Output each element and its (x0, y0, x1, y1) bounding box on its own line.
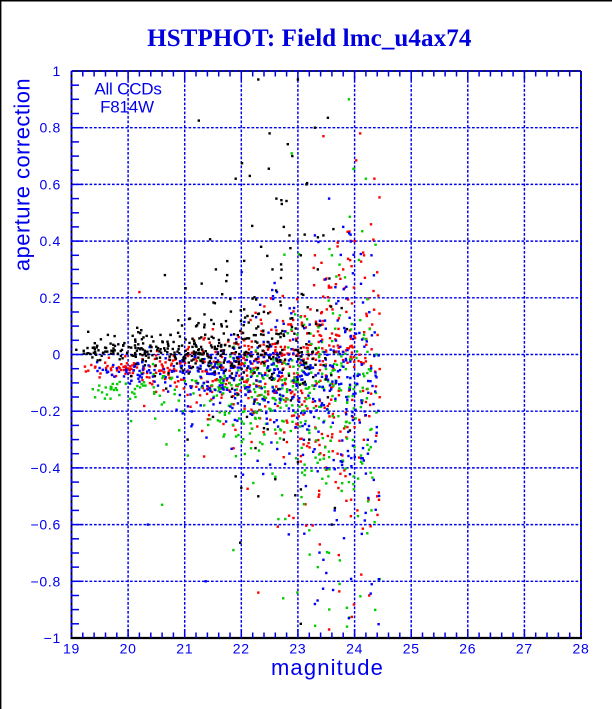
svg-text:24: 24 (346, 641, 363, 657)
svg-text:0: 0 (53, 347, 62, 363)
svg-text:21: 21 (176, 641, 193, 657)
svg-text:F814W: F814W (100, 98, 154, 117)
svg-text:aperture correction: aperture correction (10, 78, 35, 271)
svg-text:1: 1 (53, 63, 62, 79)
svg-text:−1: −1 (44, 630, 61, 646)
svg-text:26: 26 (459, 641, 476, 657)
svg-text:−0.8: −0.8 (31, 573, 61, 589)
svg-text:HSTPHOT: Field lmc_u4ax74: HSTPHOT: Field lmc_u4ax74 (147, 25, 472, 52)
svg-text:23: 23 (289, 641, 306, 657)
svg-text:0.2: 0.2 (39, 290, 61, 306)
svg-text:19: 19 (63, 641, 80, 657)
svg-text:0.6: 0.6 (39, 176, 61, 192)
svg-text:−0.6: −0.6 (31, 517, 61, 533)
svg-text:magnitude: magnitude (271, 655, 384, 680)
svg-text:−0.4: −0.4 (31, 460, 61, 476)
svg-text:22: 22 (233, 641, 250, 657)
svg-text:0.8: 0.8 (39, 120, 61, 136)
svg-text:All CCDs: All CCDs (94, 79, 161, 98)
svg-text:28: 28 (573, 641, 590, 657)
svg-text:25: 25 (403, 641, 420, 657)
svg-text:27: 27 (516, 641, 533, 657)
svg-text:0.4: 0.4 (39, 233, 61, 249)
svg-text:20: 20 (120, 641, 137, 657)
svg-text:−0.2: −0.2 (31, 403, 61, 419)
